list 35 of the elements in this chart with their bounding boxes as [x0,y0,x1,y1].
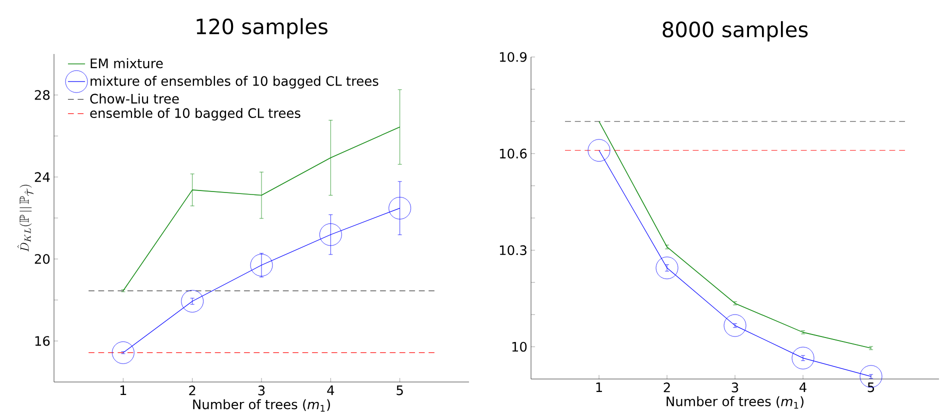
point [319,223,342,246]
legend-label: EM mixture [90,58,163,68]
x-tick-label: 1 [596,382,602,392]
y-tick-label: 10.3 [500,245,526,256]
x-axis-title: Number of trees (m$_{1}$) [193,399,330,412]
legend-label: ensemble of 10 bagged CL trees [90,108,300,121]
y-tick-label: 16 [35,336,50,346]
x-tick-label: 4 [800,382,806,392]
x-tick-label: 2 [664,382,670,392]
point [388,196,412,220]
x-tick-label: 3 [258,386,265,396]
x-tick-label: 5 [396,386,403,396]
point [792,346,814,370]
point [588,139,610,162]
point [181,290,204,312]
y-tick-label: 24 [34,172,50,182]
y-axis-title: $\hat{D}_{KL}(\mathbb{P}\,||\,\mathbb{P}_{\hat{\mathcal{T}}})$ [17,184,34,252]
x-tick-label: 4 [327,386,334,396]
chart-title: 8000 samples [662,21,808,42]
chart-title: 120 samples [196,18,328,38]
x-tick-label: 3 [732,382,738,392]
x-tick-label: 2 [189,386,196,396]
point [250,254,273,276]
x-tick-label: 1 [120,386,126,396]
point [112,341,134,364]
legend-label: Chow-Liu tree [90,94,179,104]
y-tick-label: 10 [512,342,527,352]
point [724,314,746,337]
x-axis-title: Number of trees (m$_{1}$) [666,396,804,409]
legend-label: mixture of ensembles of 10 bagged CL trees [90,76,378,88]
y-tick-label: 10.9 [500,52,527,62]
point [656,256,678,280]
y-tick-label: 10.6 [500,148,527,159]
y-tick-label: 20 [34,254,50,264]
y-tick-label: 28 [34,90,50,100]
